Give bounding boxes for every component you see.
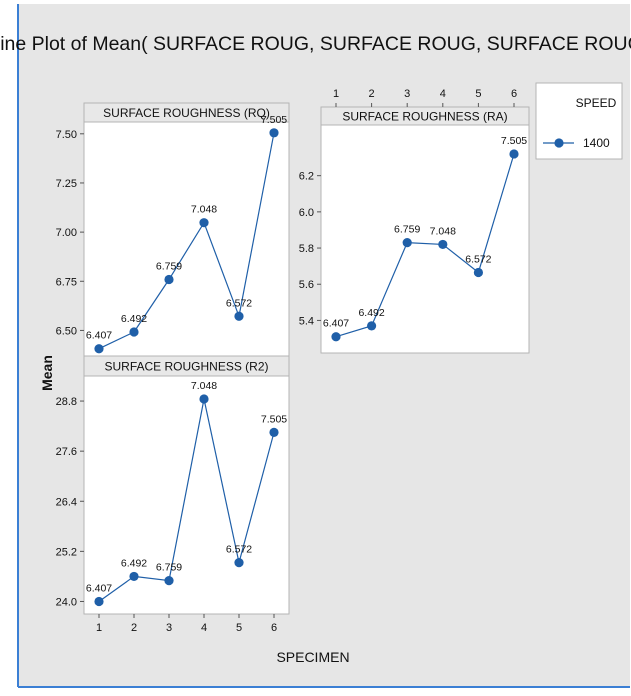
y-tick-label: 6.50 — [56, 325, 77, 337]
data-point — [331, 332, 341, 342]
data-label: 6.492 — [121, 313, 147, 325]
data-point — [438, 239, 448, 250]
x-tick-label: 6 — [271, 622, 277, 634]
y-tick-label: 7.00 — [56, 227, 77, 239]
data-point — [94, 596, 104, 607]
y-tick-label: 7.25 — [56, 178, 77, 190]
y-tick-label: 25.2 — [56, 546, 77, 558]
y-tick-label: 6.75 — [56, 276, 77, 288]
y-tick-label: 5.4 — [299, 315, 314, 327]
y-tick-label: 24.0 — [56, 596, 77, 608]
data-point — [234, 311, 244, 321]
data-label: 6.572 — [226, 544, 252, 556]
x-tick-label: 2 — [131, 622, 137, 634]
x-tick-label: 1 — [333, 88, 339, 100]
data-label: 6.759 — [394, 224, 420, 236]
x-tick-label: 3 — [166, 622, 172, 634]
y-tick-label: 27.6 — [56, 446, 77, 458]
legend-marker — [554, 138, 564, 148]
chart-title: Line Plot of Mean( SURFACE ROUG, SURFACE… — [0, 33, 631, 55]
x-tick-label: 3 — [404, 88, 410, 100]
y-tick-label: 5.8 — [299, 243, 314, 255]
data-point — [129, 327, 139, 337]
data-point — [94, 344, 104, 354]
data-point — [509, 149, 519, 159]
panel-title: SURFACE ROUGHNESS (RA) — [342, 110, 507, 124]
data-point — [367, 321, 377, 331]
legend-title: SPEED — [576, 96, 617, 110]
data-label: 7.505 — [261, 413, 287, 425]
data-label: 7.505 — [501, 135, 527, 147]
legend-entry-label: 1400 — [583, 136, 610, 150]
x-tick-label: 6 — [511, 88, 517, 100]
data-label: 6.407 — [86, 330, 112, 342]
panel-3: SURFACE ROUGHNESS (R2) 24.0 25.2 26.4 27.6 28… — [56, 355, 290, 634]
series-line-1400 — [98, 132, 275, 350]
series-line-1400 — [335, 153, 515, 338]
y-tick-label: 7.50 — [56, 129, 77, 141]
data-label: 6.759 — [156, 261, 182, 273]
x-tick-label: 1 — [96, 622, 102, 634]
y-tick-label: 28.8 — [56, 396, 77, 408]
data-label: 6.572 — [226, 297, 252, 309]
data-label: 7.048 — [191, 380, 217, 392]
y-tick-label: 5.6 — [299, 279, 314, 291]
data-point — [473, 267, 483, 278]
data-point — [269, 128, 279, 138]
x-tick-label: 4 — [440, 88, 446, 100]
y-tick-label: 6.0 — [299, 207, 314, 219]
x-tick-label: 5 — [236, 622, 242, 634]
x-tick-label: 5 — [475, 88, 481, 100]
y-tick-label: 6.2 — [299, 171, 314, 183]
panel-title: SURFACE ROUGHNESS (RQ) — [103, 106, 270, 120]
data-label: 6.407 — [323, 318, 349, 330]
data-label: 6.572 — [465, 253, 491, 265]
data-point — [199, 218, 209, 228]
series-line-1400 — [98, 398, 275, 602]
data-label: 6.492 — [121, 557, 147, 569]
data-point — [164, 274, 174, 285]
data-point — [269, 427, 279, 437]
data-point — [164, 575, 174, 586]
legend-box — [535, 82, 623, 160]
data-label: 7.048 — [191, 204, 217, 216]
data-label: 6.759 — [156, 562, 182, 574]
y-axis-label: Mean — [39, 355, 55, 391]
data-label: 6.407 — [86, 582, 112, 594]
panel-plot-area — [320, 124, 530, 354]
data-label: 6.492 — [358, 307, 384, 319]
y-tick-label: 26.4 — [56, 496, 77, 508]
panel-2: SURFACE ROUGHNESS (RA) 5.4 5.6 5.8 6.0 6.2 1 2 3… — [299, 88, 530, 354]
panel-plot-area — [83, 121, 290, 357]
data-point — [402, 238, 412, 248]
panels: SURFACE ROUGHNESS (RQ) 6.50 6.75 7.00 7.25 7.… — [56, 88, 530, 634]
data-point — [234, 558, 244, 568]
panel-1: SURFACE ROUGHNESS (RQ) 6.50 6.75 7.00 7.25 7.… — [56, 102, 290, 357]
x-tick-label: 4 — [201, 622, 207, 634]
data-label: 7.048 — [430, 225, 456, 237]
panel-title: SURFACE ROUGHNESS (R2) — [104, 360, 268, 374]
data-point — [129, 571, 139, 582]
legend: SPEED 1400 — [535, 82, 623, 160]
x-axis-label: SPECIMEN — [276, 649, 349, 665]
panel-plot-area — [83, 375, 290, 615]
data-point — [199, 394, 209, 404]
x-tick-label: 2 — [369, 88, 375, 100]
data-label: 7.505 — [261, 114, 287, 126]
